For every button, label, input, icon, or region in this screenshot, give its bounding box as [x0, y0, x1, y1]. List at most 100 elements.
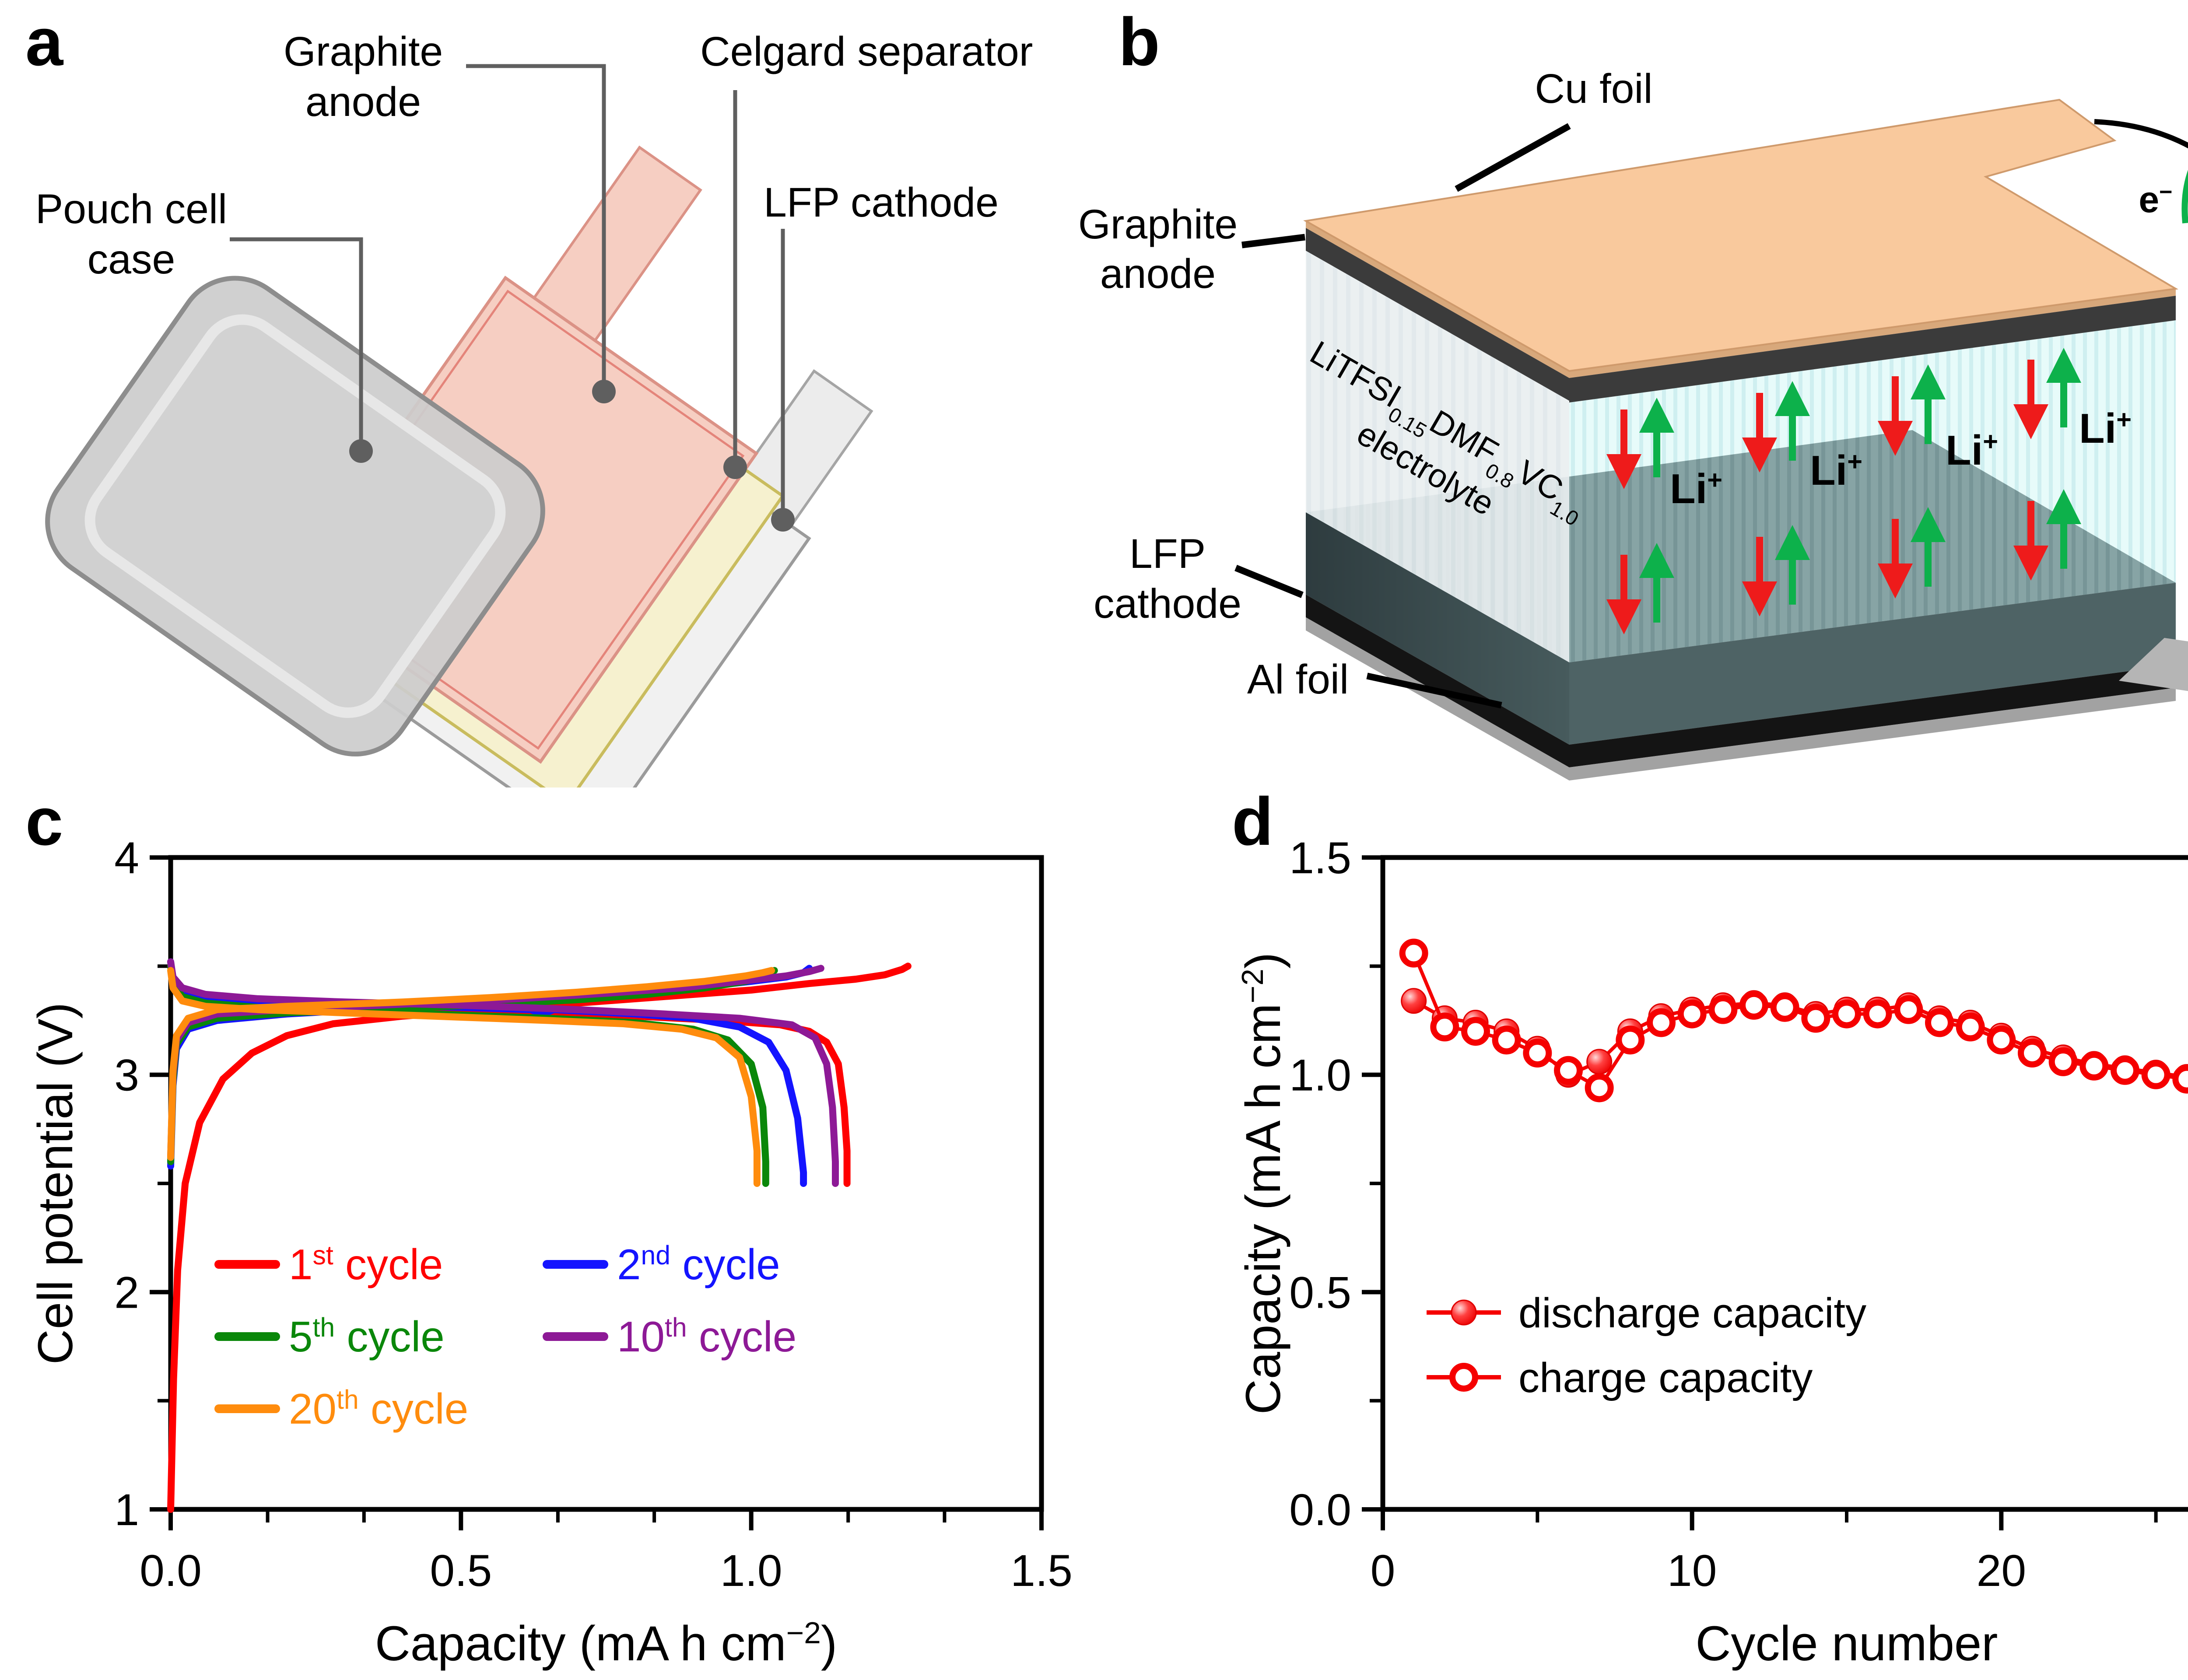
charge-marker — [1585, 1073, 1614, 1102]
cathode-front-right-face — [1569, 583, 2176, 745]
pouch-leader-dot — [349, 439, 373, 463]
legend-open-marker — [1449, 1363, 1478, 1392]
al-foil-leader — [1366, 672, 1502, 709]
discharge-curve — [167, 958, 839, 1187]
legend-label: charge capacity — [1518, 1354, 1813, 1401]
cathode-leader — [1234, 565, 1304, 598]
panel-b-cell-schematic: Li+ Li+ Li+ Li+ LiTFSI0.15DMF0.8VC1.0 el… — [1078, 66, 2188, 780]
discharge-marker — [1586, 1049, 1613, 1075]
anode-label-line2: anode — [1100, 251, 1216, 297]
charge-marker — [1894, 995, 1923, 1024]
cathode-label: LFP cathode — [764, 179, 999, 226]
pouch-label-line2: case — [88, 236, 175, 283]
x-axis-title: Capacity (mA h cm−2) — [375, 1616, 837, 1671]
panel-c-letter: c — [25, 784, 63, 859]
x-tick-label: 0 — [1371, 1546, 1396, 1596]
cathode-label-line1: LFP — [1129, 531, 1206, 577]
plot-frame — [1380, 855, 2188, 1512]
graphite-band-front — [1569, 296, 2176, 402]
y-tick-label: 0.0 — [1289, 1485, 1351, 1535]
panel-b-letter: b — [1119, 4, 1160, 80]
charge-marker — [1554, 1056, 1583, 1085]
y-tick-label: 0.5 — [1289, 1267, 1351, 1317]
anode-leader — [466, 64, 606, 391]
axes: 0.0 0.5 1.0 1.5 1 2 3 4 Capacity (mA h cm−2) Cell… — [31, 833, 1073, 1671]
li-ion-label: Li+ — [1946, 427, 1998, 474]
charge-marker — [2018, 1039, 2047, 1068]
charge-marker — [1801, 1004, 1830, 1033]
charge-curve — [167, 967, 775, 1161]
top-wire — [2094, 119, 2188, 149]
anode-label-line1: Graphite — [1078, 201, 1238, 248]
pouch-leader — [230, 237, 363, 450]
charge-marker — [1430, 1012, 1459, 1042]
legend: discharge capacity charge capacity — [1427, 1290, 1866, 1401]
legend-label: 10th cycle — [617, 1312, 796, 1361]
x-tick-label: 10 — [1667, 1546, 1717, 1596]
al-foil-tab — [2119, 638, 2188, 691]
x-tick-label: 0.5 — [430, 1546, 492, 1596]
li-ion-arrows-lower — [1606, 489, 2081, 634]
charge-marker — [2111, 1056, 2139, 1085]
charge-marker — [1647, 1008, 1676, 1037]
legend-label: 1st cycle — [289, 1240, 443, 1288]
li-ion-labels: Li+ Li+ Li+ Li+ — [1670, 405, 2132, 513]
legend-label: discharge capacity — [1518, 1290, 1866, 1337]
charge-marker — [1677, 999, 1707, 1029]
y-axis-title: Capacity (mA h cm−2) — [1238, 952, 1290, 1414]
legend-label: 20th cycle — [289, 1385, 468, 1433]
cu-edge-left — [1306, 221, 1569, 378]
cu-foil-leader — [1455, 123, 1571, 192]
charge-marker — [2079, 1051, 2109, 1081]
charge-marker — [1616, 1026, 1645, 1055]
charge-marker — [1863, 999, 1892, 1029]
y-tick-label: 1 — [114, 1485, 139, 1535]
panel-d-letter: d — [1232, 784, 1273, 859]
anode-label-line1: Graphite — [284, 28, 443, 75]
y-axis-title: Cell potential (V) — [31, 1002, 83, 1365]
y-tick-label: 1.5 — [1289, 833, 1351, 883]
separator-leader-dot — [723, 455, 747, 479]
circuit-wires — [2094, 119, 2188, 149]
pouch-recess — [84, 314, 506, 718]
charge-marker — [1925, 1008, 1954, 1037]
x-tick-label: 0.0 — [140, 1546, 202, 1596]
charge-marker — [1739, 990, 1768, 1020]
charge-marker — [1987, 1026, 2016, 1055]
li-ion-label: Li+ — [1810, 447, 1862, 494]
electron-labels: e− e− e− e− — [2139, 179, 2172, 220]
cathode-leader-dot — [771, 508, 795, 532]
leader-lines — [230, 64, 785, 518]
leader-dots — [349, 380, 795, 532]
anode-leader — [1241, 234, 1305, 248]
charge-marker — [1832, 999, 1861, 1029]
x-tick-label: 20 — [1977, 1546, 2026, 1596]
charge-marker — [1770, 993, 1799, 1022]
panel-a-pouch-cell-diagram: Graphite anode Celgard separator LFP cat… — [35, 28, 1033, 788]
pouch-case — [45, 276, 545, 757]
al-foil-base-left — [1306, 617, 1569, 780]
y-tick-label: 1.0 — [1289, 1050, 1351, 1100]
charge-curve — [167, 962, 912, 1513]
electron-arrows — [2181, 170, 2188, 224]
anode-label-line2: anode — [305, 79, 421, 125]
x-axis-title: Cycle number — [1696, 1616, 1998, 1671]
chart-voltage-profiles: 0.0 0.5 1.0 1.5 1 2 3 4 Capacity (mA h cm−2) Cell… — [31, 833, 1073, 1671]
charge-marker — [2141, 1060, 2170, 1089]
discharge-curve — [167, 967, 761, 1187]
electron-arrow-green-icon — [2181, 170, 2188, 224]
cathode-front-left-face — [1306, 512, 1569, 745]
cu-foil-top-face — [1303, 98, 2178, 372]
legend-label: 2nd cycle — [617, 1240, 780, 1288]
legend: 1st cycle 2nd cycle 5th cycle 10th cycle 20t… — [214, 1240, 796, 1433]
charge-marker — [1708, 995, 1738, 1024]
panel-a-labels: Graphite anode Celgard separator LFP cat… — [35, 28, 1033, 283]
al-foil-edge-right — [1569, 665, 2176, 767]
voltage-curves — [167, 958, 912, 1513]
li-ion-arrows-upper — [1606, 348, 2081, 489]
charge-marker — [1523, 1039, 1552, 1068]
al-foil-label: Al foil — [1247, 656, 1349, 703]
pouch-label-line1: Pouch cell — [35, 186, 227, 232]
